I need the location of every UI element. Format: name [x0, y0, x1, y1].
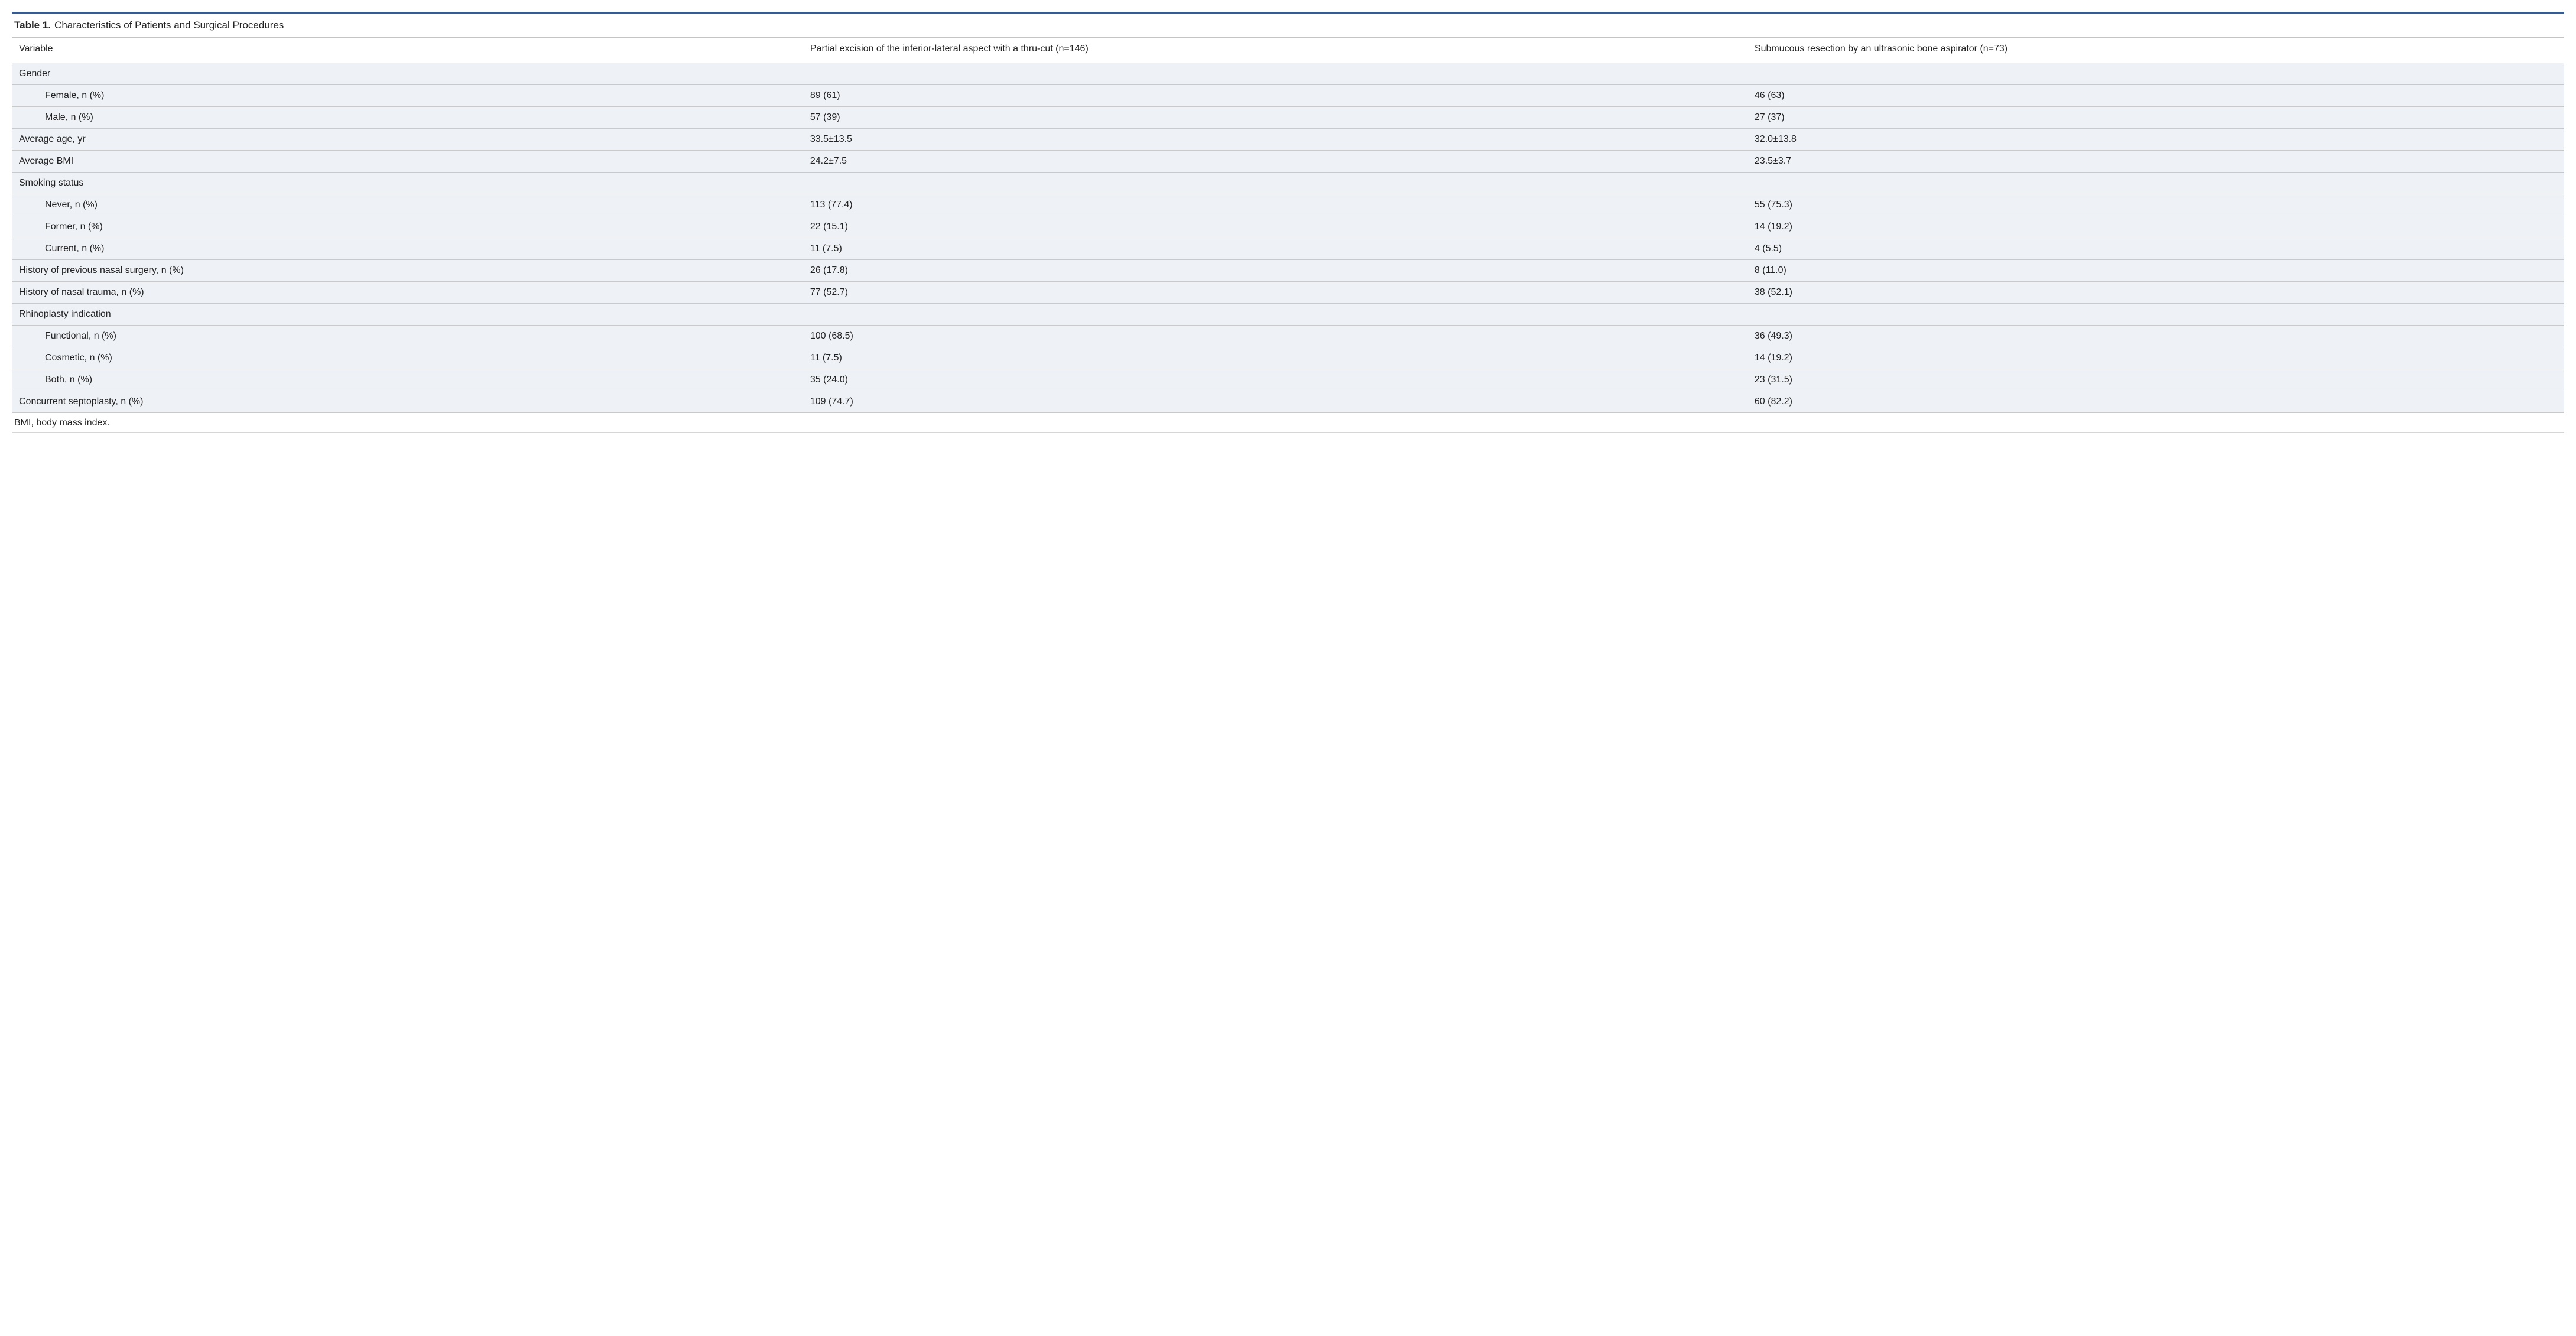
table-cell: 11 (7.5)	[803, 347, 1747, 369]
table-cell: 26 (17.8)	[803, 260, 1747, 282]
table-cell: Current, n (%)	[12, 238, 803, 260]
table-cell: Female, n (%)	[12, 85, 803, 107]
table-cell: Concurrent septoplasty, n (%)	[12, 391, 803, 413]
table-cell: 100 (68.5)	[803, 326, 1747, 347]
table-cell: 55 (75.3)	[1747, 194, 2564, 216]
table-title-text: Characteristics of Patients and Surgical…	[54, 19, 284, 31]
table-cell: History of nasal trauma, n (%)	[12, 282, 803, 304]
table-cell: 33.5±13.5	[803, 129, 1747, 151]
table-row: Average BMI24.2±7.523.5±3.7	[12, 151, 2564, 173]
table-cell: 38 (52.1)	[1747, 282, 2564, 304]
table-cell: 8 (11.0)	[1747, 260, 2564, 282]
table-cell	[1747, 173, 2564, 194]
table-cell: 23.5±3.7	[1747, 151, 2564, 173]
table-cell: 23 (31.5)	[1747, 369, 2564, 391]
table-cell: Never, n (%)	[12, 194, 803, 216]
table-row: History of previous nasal surgery, n (%)…	[12, 260, 2564, 282]
table-cell: 60 (82.2)	[1747, 391, 2564, 413]
table-body: GenderFemale, n (%)89 (61)46 (63)Male, n…	[12, 63, 2564, 413]
table-cell: 11 (7.5)	[803, 238, 1747, 260]
table-row: Both, n (%)35 (24.0)23 (31.5)	[12, 369, 2564, 391]
table-cell: 46 (63)	[1747, 85, 2564, 107]
col-header-group-b: Submucous resection by an ultrasonic bon…	[1747, 38, 2564, 63]
table-footnote: BMI, body mass index.	[12, 413, 2564, 433]
col-header-group-a: Partial excision of the inferior-lateral…	[803, 38, 1747, 63]
table-cell: 77 (52.7)	[803, 282, 1747, 304]
table-row: Average age, yr33.5±13.532.0±13.8	[12, 129, 2564, 151]
table-cell: Cosmetic, n (%)	[12, 347, 803, 369]
table-header-row: Variable Partial excision of the inferio…	[12, 38, 2564, 63]
table-row: Male, n (%)57 (39)27 (37)	[12, 107, 2564, 129]
table-cell	[803, 304, 1747, 326]
table-cell: 4 (5.5)	[1747, 238, 2564, 260]
table-cell: 14 (19.2)	[1747, 347, 2564, 369]
table-cell: Average age, yr	[12, 129, 803, 151]
table-cell: History of previous nasal surgery, n (%)	[12, 260, 803, 282]
table-row: Former, n (%)22 (15.1)14 (19.2)	[12, 216, 2564, 238]
table-cell: Rhinoplasty indication	[12, 304, 803, 326]
table-cell: Smoking status	[12, 173, 803, 194]
table-cell: Both, n (%)	[12, 369, 803, 391]
table-cell: 109 (74.7)	[803, 391, 1747, 413]
table-cell: 113 (77.4)	[803, 194, 1747, 216]
table-cell	[1747, 304, 2564, 326]
table-row: Female, n (%)89 (61)46 (63)	[12, 85, 2564, 107]
table-cell: 14 (19.2)	[1747, 216, 2564, 238]
table-cell: 57 (39)	[803, 107, 1747, 129]
table-row: Never, n (%)113 (77.4)55 (75.3)	[12, 194, 2564, 216]
table-cell: 35 (24.0)	[803, 369, 1747, 391]
table-row: Rhinoplasty indication	[12, 304, 2564, 326]
table-cell	[803, 63, 1747, 85]
table-cell: 36 (49.3)	[1747, 326, 2564, 347]
table-cell: 27 (37)	[1747, 107, 2564, 129]
table-row: Functional, n (%)100 (68.5)36 (49.3)	[12, 326, 2564, 347]
table-row: History of nasal trauma, n (%)77 (52.7)3…	[12, 282, 2564, 304]
table-cell: 24.2±7.5	[803, 151, 1747, 173]
table-cell: 32.0±13.8	[1747, 129, 2564, 151]
table-row: Concurrent septoplasty, n (%)109 (74.7)6…	[12, 391, 2564, 413]
table-caption: Table 1. Characteristics of Patients and…	[12, 14, 2564, 38]
table-cell	[803, 173, 1747, 194]
data-table: Variable Partial excision of the inferio…	[12, 38, 2564, 413]
table-cell: Former, n (%)	[12, 216, 803, 238]
table-cell: Average BMI	[12, 151, 803, 173]
table-label: Table 1.	[14, 19, 51, 31]
table-row: Cosmetic, n (%)11 (7.5)14 (19.2)	[12, 347, 2564, 369]
table-cell: Gender	[12, 63, 803, 85]
table-row: Smoking status	[12, 173, 2564, 194]
table-cell	[1747, 63, 2564, 85]
patient-characteristics-table: Table 1. Characteristics of Patients and…	[12, 12, 2564, 433]
table-cell: 89 (61)	[803, 85, 1747, 107]
table-row: Current, n (%)11 (7.5)4 (5.5)	[12, 238, 2564, 260]
table-cell: Functional, n (%)	[12, 326, 803, 347]
col-header-variable: Variable	[12, 38, 803, 63]
table-cell: Male, n (%)	[12, 107, 803, 129]
table-row: Gender	[12, 63, 2564, 85]
table-cell: 22 (15.1)	[803, 216, 1747, 238]
